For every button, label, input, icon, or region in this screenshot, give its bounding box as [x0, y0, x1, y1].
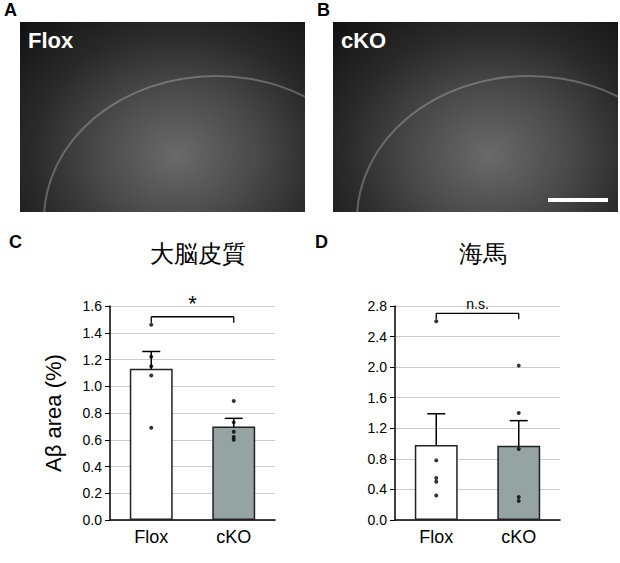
svg-text:0.6: 0.6	[83, 432, 103, 448]
html-text:Flox: Flox	[28, 28, 74, 53]
svg-text:*: *	[188, 291, 197, 316]
svg-text:0.4: 0.4	[83, 459, 103, 475]
html-text:B: B	[317, 0, 330, 20]
svg-text:0.8: 0.8	[368, 451, 388, 467]
svg-text:大脳皮質: 大脳皮質	[150, 240, 246, 267]
svg-text:2.4: 2.4	[368, 329, 388, 345]
svg-text:C: C	[9, 232, 22, 252]
svg-text:0.0: 0.0	[83, 512, 103, 528]
svg-text:Flox: Flox	[419, 527, 453, 547]
svg-text:Flox: Flox	[134, 527, 168, 547]
svg-text:0.0: 0.0	[368, 512, 388, 528]
svg-text:Aβ area (%): Aβ area (%)	[41, 354, 66, 472]
svg-text:n.s.: n.s.	[466, 296, 489, 312]
svg-text:2.8: 2.8	[368, 298, 388, 314]
svg-text:海馬: 海馬	[459, 240, 507, 267]
svg-text:1.2: 1.2	[368, 420, 388, 436]
svg-text:1.4: 1.4	[83, 325, 103, 341]
svg-text:0.2: 0.2	[83, 485, 103, 501]
svg-text:1.6: 1.6	[83, 298, 103, 314]
html-text:A: A	[4, 0, 17, 20]
svg-text:cKO: cKO	[216, 527, 251, 547]
svg-text:1.0: 1.0	[83, 378, 103, 394]
svg-text:0.4: 0.4	[368, 481, 388, 497]
html-text:cKO: cKO	[341, 28, 387, 53]
svg-text:1.6: 1.6	[368, 390, 388, 406]
svg-text:2.0: 2.0	[368, 359, 388, 375]
svg-text:1.2: 1.2	[83, 352, 103, 368]
svg-text:cKO: cKO	[501, 527, 536, 547]
svg-text:D: D	[315, 232, 328, 252]
svg-text:0.8: 0.8	[83, 405, 103, 421]
